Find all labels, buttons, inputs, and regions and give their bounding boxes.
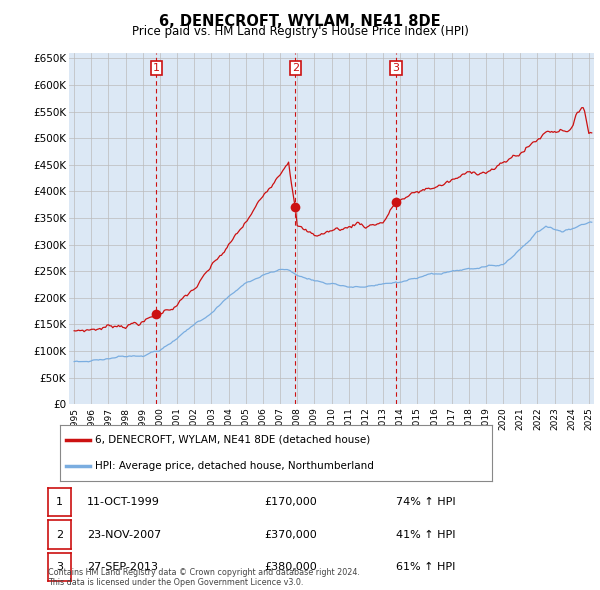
Text: 1: 1 [56,497,63,507]
Text: 23-NOV-2007: 23-NOV-2007 [87,530,161,539]
Text: 11-OCT-1999: 11-OCT-1999 [87,497,160,507]
Text: 1: 1 [153,63,160,73]
Text: Price paid vs. HM Land Registry's House Price Index (HPI): Price paid vs. HM Land Registry's House … [131,25,469,38]
Text: Contains HM Land Registry data © Crown copyright and database right 2024.
This d: Contains HM Land Registry data © Crown c… [48,568,360,587]
Text: 6, DENECROFT, WYLAM, NE41 8DE (detached house): 6, DENECROFT, WYLAM, NE41 8DE (detached … [95,435,371,445]
Text: 74% ↑ HPI: 74% ↑ HPI [396,497,455,507]
Text: 3: 3 [56,562,63,572]
Text: £380,000: £380,000 [264,562,317,572]
Text: 41% ↑ HPI: 41% ↑ HPI [396,530,455,539]
Text: £170,000: £170,000 [264,497,317,507]
Text: 27-SEP-2013: 27-SEP-2013 [87,562,158,572]
Text: 2: 2 [56,530,63,539]
Text: 3: 3 [392,63,400,73]
Text: 61% ↑ HPI: 61% ↑ HPI [396,562,455,572]
Text: HPI: Average price, detached house, Northumberland: HPI: Average price, detached house, Nort… [95,461,374,471]
Text: 2: 2 [292,63,299,73]
Text: 6, DENECROFT, WYLAM, NE41 8DE: 6, DENECROFT, WYLAM, NE41 8DE [159,14,441,28]
Text: £370,000: £370,000 [264,530,317,539]
